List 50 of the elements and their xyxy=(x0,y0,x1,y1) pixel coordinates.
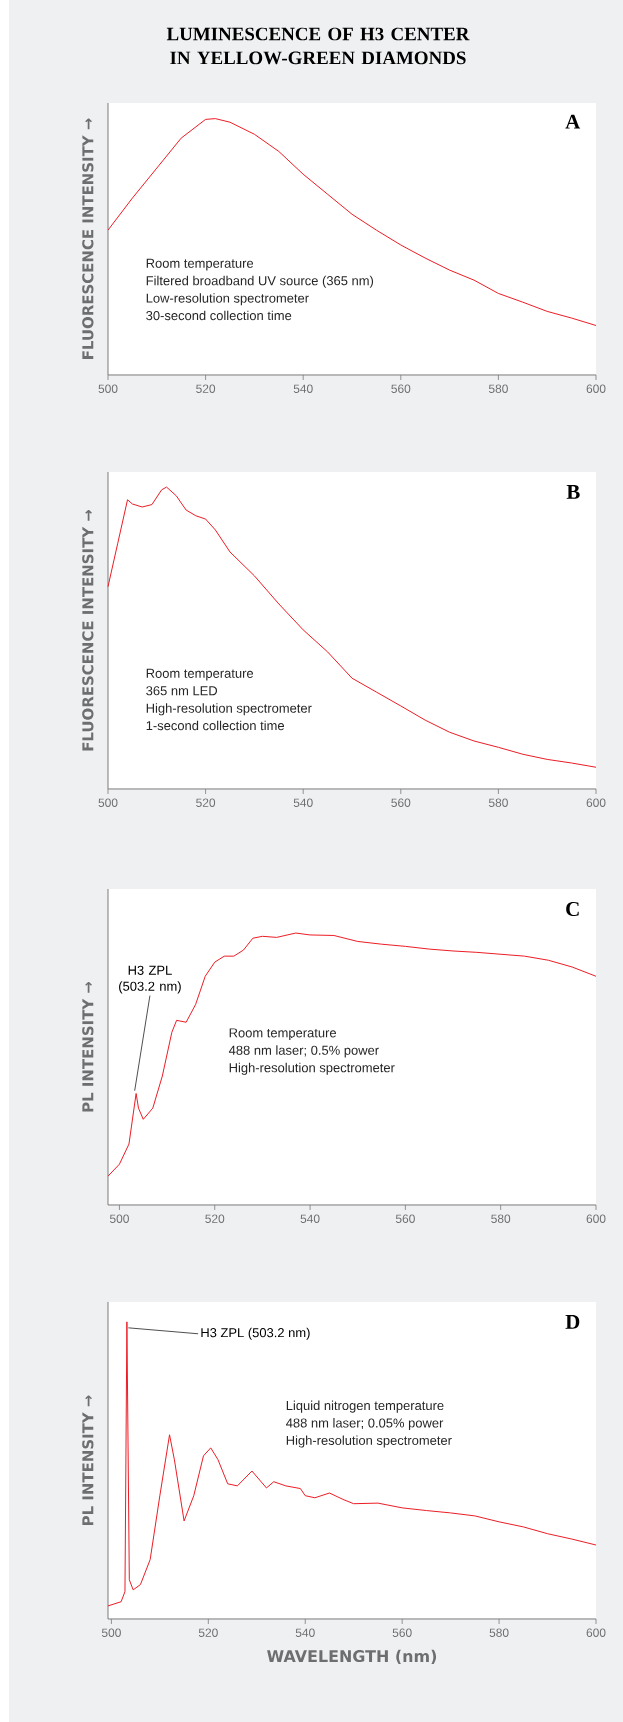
chart-title: LUMINESCENCE OF H3 CENTER IN YELLOW-GREEN DIAMONDS xyxy=(166,27,470,65)
x-tick-label: 600 xyxy=(586,1214,606,1223)
annotation: High-resolution spectrometer xyxy=(146,703,312,716)
annotation: High-resolution spectrometer xyxy=(286,1435,452,1448)
annotation: 488 nm laser; 0.05% power xyxy=(286,1418,444,1431)
y-axis-title: FLUORESCENCE INTENSITY → xyxy=(82,509,94,751)
x-tick-label: 600 xyxy=(586,798,606,807)
annotation: 488 nm laser; 0.5% power xyxy=(228,1045,379,1058)
x-tick-label: 560 xyxy=(392,1628,412,1637)
x-tick-label: 540 xyxy=(293,384,313,393)
x-tick-label: 560 xyxy=(395,1214,415,1223)
x-tick-label: 580 xyxy=(489,1628,509,1637)
annotation: Room temperature xyxy=(146,668,254,681)
annotation: Low-resolution spectrometer xyxy=(146,293,309,306)
y-axis-title: FLUORESCENCE INTENSITY → xyxy=(82,118,94,359)
annotation: 1-second collection time xyxy=(146,720,285,731)
x-tick-label: 500 xyxy=(101,1628,121,1637)
x-tick-label: 540 xyxy=(295,1628,315,1637)
x-tick-label: 560 xyxy=(391,384,411,393)
annotation: B xyxy=(566,485,580,499)
x-tick-label: 580 xyxy=(491,1214,511,1223)
x-tick-label: 500 xyxy=(109,1214,129,1223)
text: C xyxy=(566,901,579,917)
annotation: 30-second collection time xyxy=(146,310,292,321)
annotation: A xyxy=(565,114,581,129)
x-tick-label: 520 xyxy=(196,384,216,393)
annotation: Liquid nitrogen temperature xyxy=(286,1400,444,1413)
x-tick-label: 560 xyxy=(391,798,411,807)
x-tick-label: 500 xyxy=(98,798,118,807)
x-tick-label: 600 xyxy=(586,1628,606,1637)
x-axis-title: WAVELENGTH (nm) xyxy=(267,1649,437,1664)
annotation: Room temperature xyxy=(229,1028,337,1040)
annotation: High-resolution spectrometer xyxy=(229,1062,395,1075)
annotation: Filtered broadband UV source (365 nm) xyxy=(146,275,374,288)
x-tick-label: 580 xyxy=(488,384,508,393)
x-tick-label: 540 xyxy=(300,1214,320,1223)
x-tick-label: 520 xyxy=(205,1214,225,1223)
y-axis-title: PL INTENSITY → xyxy=(82,1395,94,1525)
x-tick-label: 500 xyxy=(98,384,118,393)
y-axis-title: PL INTENSITY → xyxy=(82,981,94,1112)
annotation: H3 ZPL (503.2 nm) xyxy=(201,1327,310,1340)
annotation: D xyxy=(565,1315,580,1329)
x-tick-label: 580 xyxy=(488,798,508,807)
annotation: H3 ZPL (503.2 nm) xyxy=(119,965,181,994)
x-tick-label: 600 xyxy=(586,384,606,393)
x-tick-label: 540 xyxy=(293,798,313,807)
x-tick-label: 520 xyxy=(196,798,216,807)
annotation: Room temperature xyxy=(146,258,254,271)
x-tick-label: 520 xyxy=(198,1628,218,1637)
annotation: 365 nm LED xyxy=(146,686,218,696)
